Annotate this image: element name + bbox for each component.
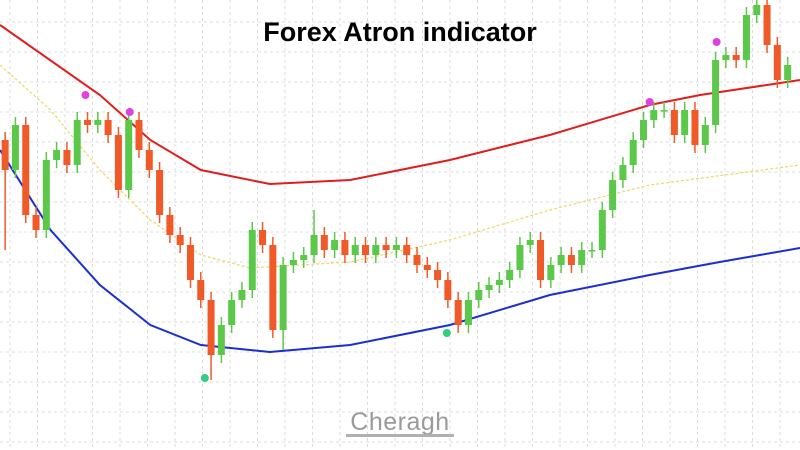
candle-body: [320, 235, 328, 250]
candle-body: [42, 160, 50, 230]
signal-dot: [125, 108, 134, 116]
candle-body: [156, 170, 164, 215]
candle-body: [464, 300, 472, 325]
candle-body: [248, 230, 256, 290]
candle-body: [166, 215, 174, 235]
candle-body: [557, 255, 565, 265]
candle-body: [176, 235, 184, 245]
watermark: Cheragh: [350, 408, 449, 436]
candle-body: [701, 125, 709, 145]
signal-dot: [81, 91, 90, 99]
signal-dot: [645, 98, 654, 106]
candle-body: [372, 245, 380, 255]
candle-body: [94, 120, 102, 125]
candle-body: [516, 245, 524, 270]
candle-body: [289, 260, 297, 265]
candle-body: [506, 270, 514, 280]
candle-body: [114, 135, 122, 190]
candle-body: [1, 140, 9, 170]
plot-area: [0, 0, 800, 382]
candle-body: [145, 150, 153, 170]
candle-body: [537, 240, 545, 280]
candle-body: [403, 245, 411, 255]
candle-body: [732, 55, 740, 60]
candle-body: [32, 215, 40, 230]
candle-body: [84, 120, 92, 125]
candle-body: [300, 255, 308, 260]
candle-body: [413, 255, 421, 265]
candle-body: [485, 285, 493, 290]
candle-body: [22, 125, 30, 215]
candle-body: [640, 120, 648, 140]
candle-body: [773, 45, 781, 80]
candle-body: [217, 325, 225, 355]
candle-body: [495, 280, 503, 285]
candle-body: [186, 245, 194, 280]
candle-body: [382, 245, 390, 250]
candle-body: [526, 240, 534, 245]
chart-title: Forex Atron indicator: [263, 17, 537, 47]
candle-body: [207, 300, 215, 355]
candle-body: [310, 235, 318, 255]
candle-body: [598, 210, 606, 250]
candle-body: [125, 120, 133, 190]
candle-body: [578, 250, 586, 265]
watermark-underline: [346, 434, 454, 437]
indicator-line: [0, 149, 800, 354]
signal-dot: [712, 38, 721, 46]
candle-body: [259, 230, 267, 245]
candle-body: [341, 240, 349, 255]
candle-body: [712, 60, 720, 125]
candle-body: [742, 15, 750, 60]
candle-body: [722, 55, 730, 60]
candle-body: [588, 250, 596, 252]
candle-body: [567, 255, 575, 265]
candle-body: [763, 5, 771, 45]
candle-body: [423, 265, 431, 270]
candle-body: [670, 110, 678, 135]
candle-body: [351, 245, 359, 255]
candle-body: [547, 265, 555, 280]
candle-body: [444, 280, 452, 300]
candle-body: [11, 125, 19, 170]
indicator-line: [0, 24, 800, 186]
candle-body: [197, 280, 205, 300]
candle-body: [63, 150, 71, 165]
candle-body: [475, 290, 483, 300]
candle-body: [619, 165, 627, 180]
candle-body: [392, 245, 400, 250]
candle-body: [135, 120, 143, 150]
signal-dot: [200, 374, 209, 382]
candle-body: [228, 300, 236, 325]
candle-body: [434, 270, 442, 280]
signal-dot: [442, 329, 451, 337]
candle-body: [650, 110, 658, 120]
candle-body: [331, 240, 339, 250]
candle-body: [279, 265, 287, 330]
candle-body: [629, 140, 637, 165]
candle-body: [681, 110, 689, 135]
candle-body: [238, 290, 246, 300]
candle-body: [53, 150, 61, 160]
candle-body: [454, 300, 462, 325]
candle-body: [362, 245, 370, 255]
candle-body: [609, 180, 617, 210]
candle-body: [784, 65, 792, 80]
candle-body: [104, 120, 112, 135]
candle-body: [753, 5, 761, 15]
candle-body: [73, 120, 81, 165]
candle-body: [691, 110, 699, 145]
candle-body: [269, 245, 277, 330]
candle-body: [660, 110, 668, 112]
